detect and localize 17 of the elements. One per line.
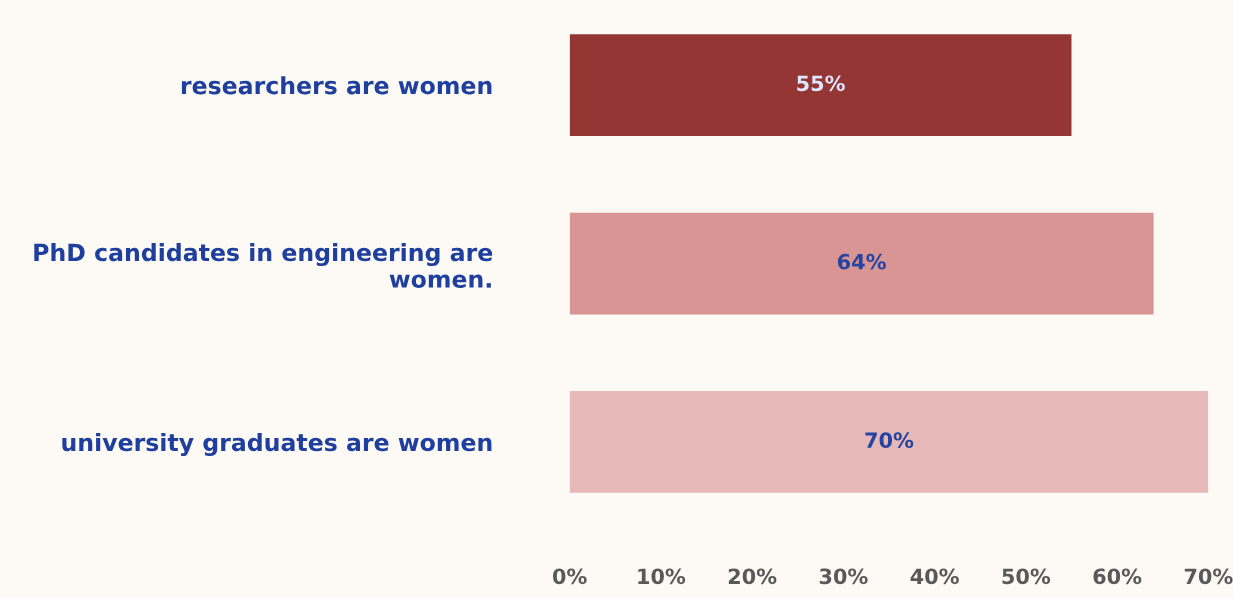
x-tick-label: 40%: [910, 568, 959, 585]
data-label: 64%: [837, 253, 886, 270]
data-label: 55%: [797, 75, 845, 92]
x-tick-label: 0%: [552, 568, 587, 585]
data-label: 70%: [865, 432, 914, 449]
bar: [569, 212, 1154, 315]
x-tick-label: 60%: [1093, 568, 1142, 585]
x-tick-label: 30%: [819, 568, 868, 585]
y-tick-label: researchers are women: [181, 76, 492, 95]
bar: [569, 34, 1072, 136]
bar: [569, 391, 1209, 493]
x-tick-label: 10%: [638, 568, 686, 585]
y-tick-label: PhD candidates in engineering are women.: [34, 243, 493, 288]
y-tick-label: university graduates are women: [62, 432, 492, 457]
x-tick-label: 20%: [728, 568, 777, 585]
x-tick-label: 70%: [1184, 568, 1233, 585]
x-tick-label: 50%: [1002, 568, 1051, 585]
